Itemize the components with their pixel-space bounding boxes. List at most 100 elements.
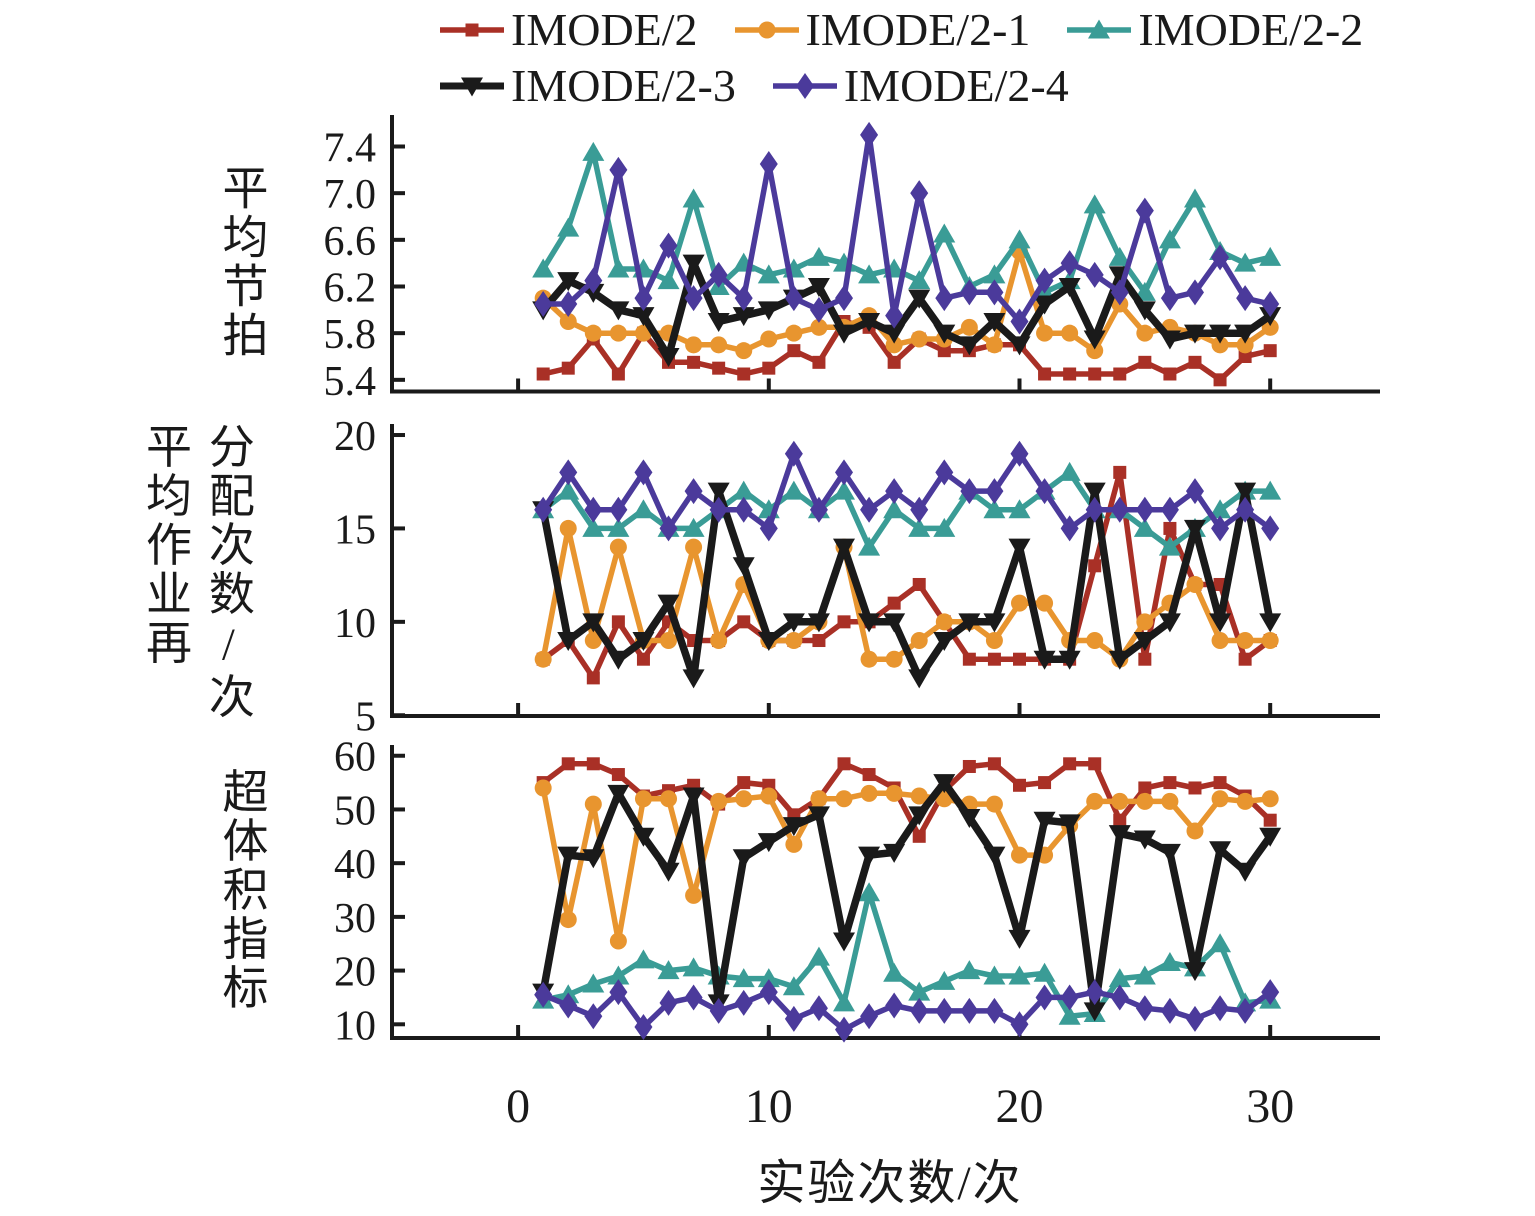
square-marker-icon	[1063, 367, 1077, 381]
diamond-marker-icon	[559, 992, 578, 1019]
square-marker-icon	[1238, 652, 1252, 666]
square-marker-icon	[611, 768, 625, 782]
triangle-down-marker-icon	[1234, 324, 1257, 344]
triangle-down-marker-icon	[1033, 295, 1056, 315]
diamond-marker-icon	[684, 478, 703, 505]
square-marker-icon	[1213, 373, 1227, 387]
diamond-marker-icon	[935, 459, 954, 486]
triangle-up-marker-icon	[632, 949, 655, 969]
circle-marker-icon	[1111, 792, 1129, 810]
circle-marker-icon	[1036, 324, 1054, 342]
triangle-up-marker-icon	[983, 965, 1006, 985]
circle-marker-icon	[935, 613, 953, 631]
diamond-marker-icon	[1010, 440, 1029, 467]
triangle-down-marker-icon	[682, 669, 705, 689]
square-marker-icon	[837, 615, 851, 629]
circle-marker-icon	[1061, 324, 1079, 342]
square-marker-icon	[812, 634, 826, 648]
diamond-marker-icon	[684, 285, 703, 312]
triangle-down-marker-icon	[1259, 827, 1282, 847]
triangle-down-marker-icon	[858, 613, 881, 633]
diamond-marker-icon	[835, 1016, 854, 1043]
triangle-down-marker-icon	[707, 482, 730, 502]
triangle-down-marker-icon	[657, 348, 680, 367]
square-marker-icon	[987, 652, 1001, 666]
circle-marker-icon	[985, 632, 1003, 650]
circle-marker-icon	[685, 886, 703, 904]
square-marker-icon	[1213, 776, 1227, 790]
circle-marker-icon	[1261, 790, 1279, 808]
circle-marker-icon	[860, 650, 878, 668]
square-marker-icon	[1113, 813, 1127, 827]
diamond-marker-icon	[770, 68, 840, 104]
triangle-down-marker-icon	[1083, 1002, 1106, 1022]
diamond-marker-icon	[709, 261, 728, 288]
triangle-down-marker-icon	[1158, 330, 1181, 350]
triangle-down-marker-icon	[757, 632, 780, 652]
square-marker-icon	[536, 367, 550, 381]
series-IMODE/2-2	[532, 141, 1282, 301]
diamond-marker-icon	[835, 459, 854, 486]
triangle-up-marker-icon	[883, 962, 906, 982]
diamond-marker-icon	[584, 1003, 603, 1030]
circle-marker-icon	[1236, 792, 1254, 810]
diamond-marker-icon	[759, 979, 778, 1006]
circle-marker-icon	[760, 330, 778, 348]
diamond-marker-icon	[1060, 515, 1079, 542]
square-marker-icon	[1088, 559, 1102, 573]
diamond-marker-icon	[1010, 1011, 1029, 1038]
circle-marker-icon	[660, 790, 678, 808]
square-marker-icon	[862, 768, 876, 782]
triangle-up-marker-icon	[682, 957, 705, 977]
y-axis-label-hypervolume: 超体积指标	[216, 767, 268, 1013]
square-marker-icon	[1038, 367, 1052, 381]
square-marker-icon	[737, 615, 751, 629]
diamond-marker-icon	[534, 291, 553, 317]
square-marker-icon	[1263, 344, 1277, 358]
y-tick-label: 60	[334, 735, 376, 781]
circle-marker-icon	[1211, 790, 1229, 808]
triangle-up-marker-icon	[607, 258, 630, 278]
triangle-down-marker-icon	[807, 613, 830, 633]
triangle-down-marker-icon	[1183, 519, 1206, 539]
diamond-marker-icon	[960, 478, 979, 505]
circle-marker-icon	[1086, 342, 1104, 360]
circle-marker-icon	[785, 632, 803, 650]
diamond-marker-icon	[1135, 995, 1154, 1022]
square-marker-icon	[1012, 652, 1026, 666]
circle-marker-icon	[710, 792, 728, 810]
triangle-down-marker-icon	[1108, 650, 1131, 670]
diamond-marker-icon	[1135, 496, 1154, 523]
triangle-down-marker-icon	[461, 77, 483, 97]
triangle-down-marker-icon	[883, 843, 906, 863]
triangle-up-marker-icon	[1108, 246, 1131, 266]
triangle-down-marker-icon	[732, 849, 755, 869]
triangle-up-marker-icon	[933, 517, 956, 537]
square-marker-icon	[561, 361, 575, 375]
diamond-marker-icon	[584, 267, 603, 294]
triangle-down-marker-icon	[1108, 825, 1131, 845]
square-marker-icon	[962, 759, 976, 773]
axis-frame	[390, 115, 1380, 394]
square-marker-icon	[1012, 778, 1026, 792]
diamond-marker-icon	[960, 279, 979, 306]
triangle-down-marker-icon	[657, 594, 680, 614]
legend-item-imode2-4: IMODE/2-4	[770, 63, 1069, 109]
triangle-up-marker-icon	[1008, 229, 1031, 249]
square-marker-icon	[962, 652, 976, 666]
circle-marker-icon	[609, 538, 627, 556]
triangle-up-marker-icon	[1008, 499, 1031, 519]
diamond-marker-icon	[910, 496, 929, 523]
square-marker-icon	[1263, 813, 1277, 827]
diamond-marker-icon	[1035, 984, 1054, 1011]
circle-marker-icon	[584, 324, 602, 342]
triangle-down-marker-icon	[682, 254, 705, 274]
legend-item-label: IMODE/2	[511, 4, 698, 55]
square-marker-icon	[1188, 781, 1202, 795]
legend-item-label: IMODE/2-4	[843, 60, 1069, 111]
triangle-up-marker-icon	[782, 976, 805, 996]
square-marker-icon	[937, 344, 951, 358]
x-axis-label: 实验次数/次	[757, 1157, 1023, 1210]
triangle-up-marker-icon	[1259, 246, 1282, 266]
triangle-down-marker-icon	[958, 336, 981, 356]
